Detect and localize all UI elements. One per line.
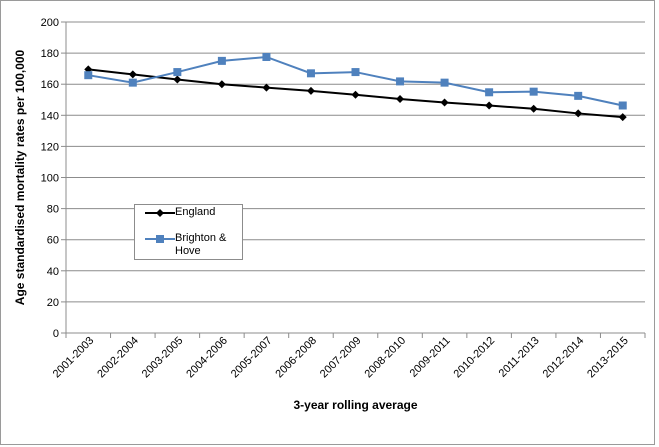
- x-tick-label-9: 2010-2012: [452, 335, 498, 381]
- series-0-point-10: [529, 104, 538, 113]
- legend-label-brighton-hove: Brighton & Hove: [175, 232, 227, 257]
- series-1-point-8: [440, 78, 449, 87]
- x-tick-label-1: 2002-2004: [95, 335, 141, 381]
- y-tick-label-0: 0: [53, 328, 59, 340]
- series-1-point-11: [574, 91, 583, 100]
- y-tick-label-3: 60: [47, 235, 59, 247]
- series-0-point-6: [351, 90, 360, 99]
- series-0-point-7: [396, 94, 405, 103]
- series-1-point-4: [262, 52, 271, 61]
- x-axis-title: 3-year rolling average: [293, 398, 417, 412]
- y-tick-label-9: 180: [41, 48, 59, 60]
- x-tick-label-0: 2001-2003: [51, 335, 97, 381]
- series-1-point-1: [128, 78, 137, 87]
- series-0-point-11: [574, 109, 583, 118]
- x-tick-label-3: 2004-2006: [184, 335, 230, 381]
- series-1-point-7: [396, 77, 405, 86]
- x-tick-label-11: 2012-2014: [541, 335, 587, 381]
- x-tick-label-10: 2011-2013: [497, 335, 542, 380]
- x-tick-labels: 2001-20032002-20042003-20052004-20062005…: [51, 333, 646, 381]
- y-tick-label-4: 80: [47, 204, 59, 216]
- series-0-point-1: [128, 70, 137, 79]
- x-tick-label-4: 2005-2007: [229, 335, 275, 381]
- x-tick-label-5: 2006-2008: [273, 335, 319, 381]
- series-1: [84, 52, 627, 110]
- series-1-point-12: [618, 101, 627, 110]
- series-0-point-9: [485, 101, 494, 110]
- y-tick-label-7: 140: [41, 110, 59, 122]
- series-0-point-5: [306, 86, 315, 95]
- x-tick-label-6: 2007-2009: [318, 335, 364, 381]
- y-tick-label-10: 200: [41, 17, 59, 29]
- legend: England Brighton & Hove: [134, 204, 243, 260]
- series-1-point-0: [84, 71, 93, 80]
- legend-swatch-brighton-hove: [145, 235, 175, 243]
- series-0-point-2: [173, 75, 182, 84]
- legend-label-england: England: [175, 206, 216, 218]
- y-tick-label-8: 160: [41, 79, 59, 91]
- legend-swatch-england: [145, 209, 175, 217]
- y-tick-label-5: 100: [41, 173, 59, 185]
- x-tick-label-7: 2008-2010: [362, 335, 408, 381]
- series-0-point-4: [262, 83, 271, 92]
- series-1-point-6: [351, 68, 360, 77]
- x-tick-label-12: 2013-2015: [585, 335, 631, 381]
- axes: [65, 22, 645, 334]
- y-tick-labels: 0 20 40 60 80 100 120 140 160 180 200: [41, 17, 59, 340]
- series-0: [84, 65, 627, 122]
- series-1-point-3: [217, 56, 226, 65]
- series-1-point-2: [173, 68, 182, 77]
- y-tick-label-2: 40: [47, 266, 59, 278]
- y-tick-label-6: 120: [41, 141, 59, 153]
- x-tick-label-8: 2009-2011: [408, 335, 453, 380]
- y-tick-label-1: 20: [47, 297, 59, 309]
- series-0-point-12: [618, 113, 627, 122]
- series-1-point-5: [306, 69, 315, 78]
- series-lines: [84, 52, 627, 122]
- y-axis-title: Age standardised mortality rates per 100…: [13, 49, 27, 305]
- series-0-point-3: [217, 80, 226, 89]
- series-1-point-9: [485, 88, 494, 97]
- series-1-point-10: [529, 87, 538, 96]
- x-tick-label-2: 2003-2005: [140, 335, 186, 381]
- series-0-point-8: [440, 98, 449, 107]
